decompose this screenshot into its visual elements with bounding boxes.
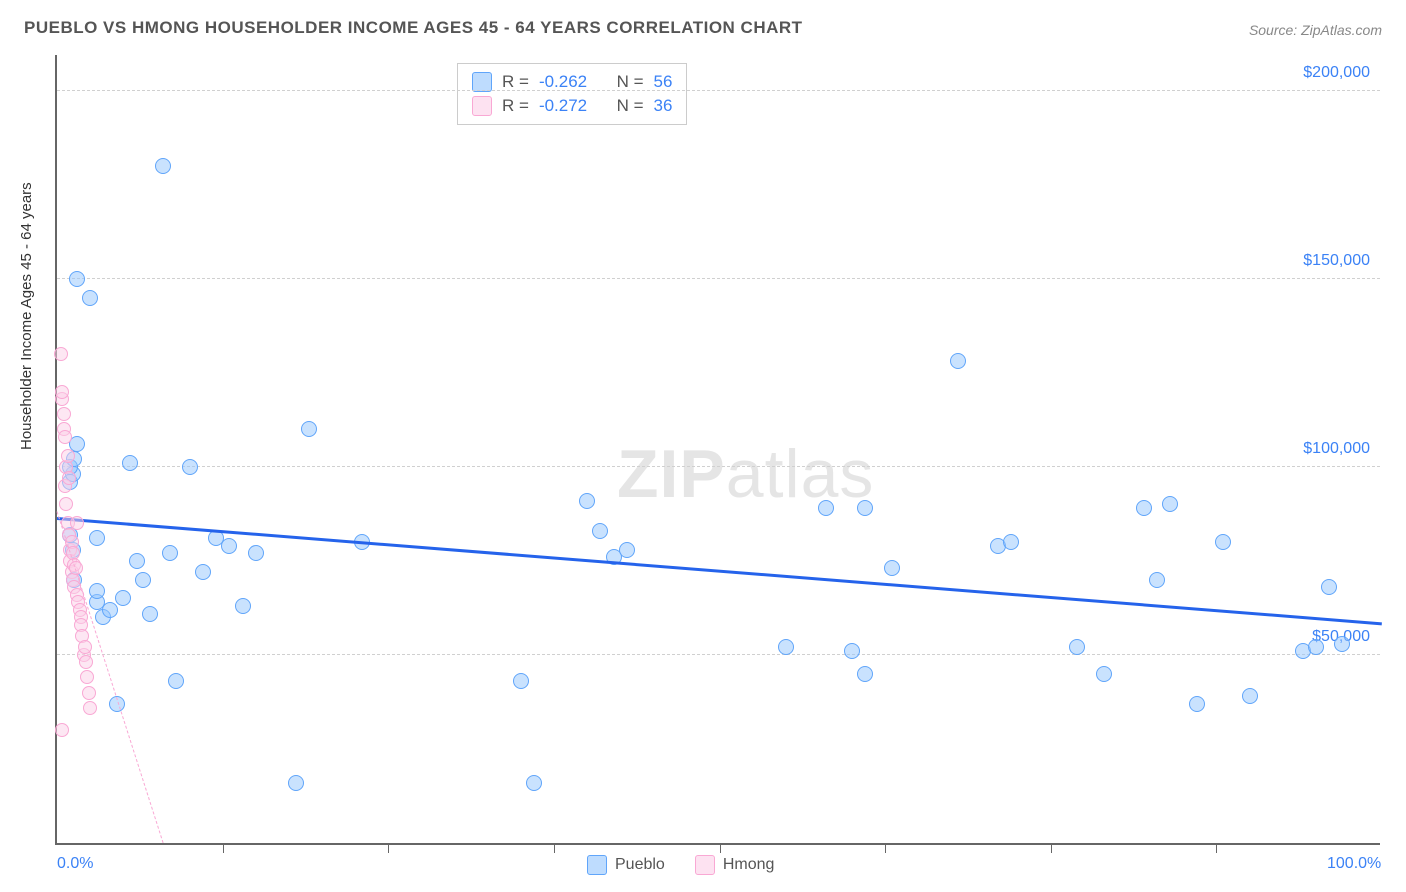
data-point-pueblo [102,602,118,618]
legend-label: Hmong [723,856,775,874]
y-tick-label: $200,000 [1303,64,1370,82]
data-point-pueblo [619,542,635,558]
data-point-hmong [80,670,94,684]
data-point-hmong [70,516,84,530]
data-point-pueblo [115,590,131,606]
data-point-pueblo [129,553,145,569]
data-point-pueblo [950,353,966,369]
x-tick [885,843,886,853]
data-point-pueblo [513,673,529,689]
x-tick-label: 0.0% [57,855,93,873]
x-tick [223,843,224,853]
data-point-hmong [54,347,68,361]
watermark: ZIPatlas [617,435,874,513]
legend-label: Pueblo [615,856,665,874]
data-point-pueblo [526,775,542,791]
data-point-pueblo [162,545,178,561]
data-point-pueblo [592,523,608,539]
data-point-pueblo [155,158,171,174]
data-point-hmong [79,655,93,669]
data-point-pueblo [288,775,304,791]
data-point-hmong [57,407,71,421]
x-tick [554,843,555,853]
x-tick [1216,843,1217,853]
legend: Pueblo Hmong [587,855,774,875]
n-value: 36 [654,96,673,116]
data-point-pueblo [1189,696,1205,712]
data-point-pueblo [122,455,138,471]
trend-line-pueblo [57,517,1382,625]
data-point-pueblo [1308,639,1324,655]
legend-item-pueblo: Pueblo [587,855,665,875]
data-point-hmong [83,701,97,715]
data-point-pueblo [69,271,85,287]
data-point-pueblo [248,545,264,561]
data-point-pueblo [135,572,151,588]
legend-item-hmong: Hmong [695,855,775,875]
gridline [57,654,1380,655]
data-point-pueblo [142,606,158,622]
data-point-pueblo [89,583,105,599]
data-point-pueblo [1162,496,1178,512]
source-attribution: Source: ZipAtlas.com [1249,22,1382,38]
data-point-pueblo [221,538,237,554]
data-point-hmong [82,686,96,700]
data-point-pueblo [301,421,317,437]
data-point-pueblo [579,493,595,509]
data-point-hmong [55,723,69,737]
data-point-pueblo [1242,688,1258,704]
y-axis-label: Householder Income Ages 45 - 64 years [18,182,35,450]
plot-area: ZIPatlas R =-0.262 N =56R =-0.272 N =36 … [55,55,1380,845]
data-point-hmong [78,640,92,654]
x-tick [720,843,721,853]
swatch-pink [472,96,492,116]
y-tick-label: $100,000 [1303,440,1370,458]
data-point-pueblo [1136,500,1152,516]
gridline [57,466,1380,467]
x-tick-label: 100.0% [1327,855,1381,873]
data-point-hmong [59,497,73,511]
data-point-pueblo [235,598,251,614]
r-label: R = [502,96,529,116]
n-label: N = [617,96,644,116]
data-point-pueblo [884,560,900,576]
data-point-pueblo [1069,639,1085,655]
legend-swatch [695,855,715,875]
data-point-pueblo [1149,572,1165,588]
data-point-pueblo [1096,666,1112,682]
r-value: -0.272 [539,96,587,116]
data-point-hmong [55,385,69,399]
y-tick-label: $150,000 [1303,252,1370,270]
data-point-pueblo [1215,534,1231,550]
data-point-pueblo [168,673,184,689]
data-point-pueblo [857,500,873,516]
gridline [57,90,1380,91]
data-point-hmong [62,471,76,485]
data-point-pueblo [844,643,860,659]
x-tick [1051,843,1052,853]
legend-swatch [587,855,607,875]
data-point-pueblo [857,666,873,682]
data-point-pueblo [182,459,198,475]
trend-line-hmong [57,511,164,842]
chart-title: PUEBLO VS HMONG HOUSEHOLDER INCOME AGES … [24,18,803,38]
data-point-hmong [61,449,75,463]
data-point-hmong [58,430,72,444]
x-tick [388,843,389,853]
data-point-pueblo [1321,579,1337,595]
data-point-pueblo [778,639,794,655]
data-point-pueblo [195,564,211,580]
data-point-pueblo [89,530,105,546]
correlation-stats-box: R =-0.262 N =56R =-0.272 N =36 [457,63,687,125]
data-point-pueblo [82,290,98,306]
data-point-pueblo [1334,636,1350,652]
gridline [57,278,1380,279]
stats-row: R = -0.272 N = 36 [472,94,672,118]
data-point-pueblo [818,500,834,516]
data-point-pueblo [1003,534,1019,550]
